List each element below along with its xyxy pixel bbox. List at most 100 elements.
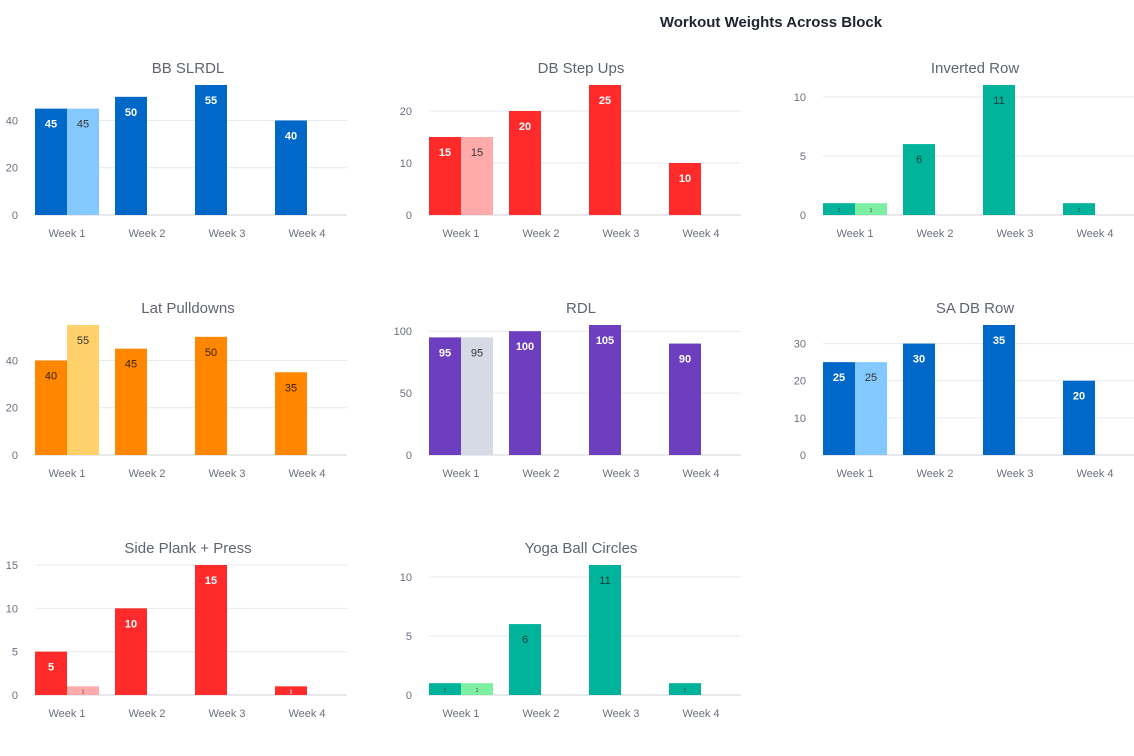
bar-week-1-s1 bbox=[823, 362, 855, 455]
x-tick-label: Week 3 bbox=[208, 228, 245, 240]
data-label: 11 bbox=[993, 95, 1004, 107]
x-tick-label: Week 1 bbox=[48, 708, 85, 720]
x-tick-label: Week 3 bbox=[208, 468, 245, 480]
x-tick-label: Week 1 bbox=[442, 468, 479, 480]
chart-title: Inverted Row bbox=[931, 60, 1020, 77]
bar-week-1-s2 bbox=[461, 337, 493, 455]
data-label: 11 bbox=[599, 575, 610, 587]
y-tick-label: 0 bbox=[800, 210, 806, 222]
data-label: 1 bbox=[838, 208, 841, 214]
bar-week-3-s1 bbox=[195, 565, 227, 695]
bar-week-1-s1 bbox=[429, 683, 461, 695]
bar-week-3-s1 bbox=[983, 325, 1015, 455]
data-label: 90 bbox=[679, 354, 691, 366]
x-tick-label: Week 1 bbox=[442, 708, 479, 720]
chart-title: RDL bbox=[566, 300, 596, 317]
chart-panel-1: BB SLRDL 0 20 40 45 45 Week 1 50 Week 2 55 Week 3 4… bbox=[6, 60, 347, 240]
x-tick-label: Week 2 bbox=[916, 228, 953, 240]
bar-week-1-s2 bbox=[855, 203, 887, 215]
x-tick-label: Week 4 bbox=[288, 228, 325, 240]
data-label: 6 bbox=[916, 154, 922, 166]
data-label: 95 bbox=[471, 347, 483, 359]
data-label: 25 bbox=[599, 95, 611, 107]
bar-week-4-s1 bbox=[275, 120, 307, 215]
y-tick-label: 5 bbox=[406, 631, 412, 643]
chart-title: Yoga Ball Circles bbox=[525, 540, 638, 557]
data-label: 1 bbox=[444, 688, 447, 694]
x-tick-label: Week 1 bbox=[442, 228, 479, 240]
y-tick-label: 0 bbox=[406, 690, 412, 702]
data-label: 10 bbox=[679, 173, 691, 185]
bar-week-1-s2 bbox=[67, 325, 99, 455]
chart-title: DB Step Ups bbox=[538, 60, 625, 77]
data-label: 15 bbox=[205, 575, 217, 587]
bar-week-2-s1 bbox=[509, 624, 541, 695]
data-label: 95 bbox=[439, 347, 451, 359]
data-label: 10 bbox=[125, 618, 137, 630]
bar-week-1-s2 bbox=[67, 686, 99, 695]
chart-panel-5: RDL 0 50 100 95 95 Week 1 100 Week 2 105 Week 3 90 W… bbox=[394, 300, 741, 480]
data-label: 45 bbox=[45, 119, 57, 131]
x-tick-label: Week 2 bbox=[128, 468, 165, 480]
x-tick-label: Week 1 bbox=[836, 468, 873, 480]
data-label: 5 bbox=[48, 662, 54, 674]
y-tick-label: 20 bbox=[400, 106, 412, 118]
y-tick-label: 100 bbox=[394, 326, 412, 338]
bar-week-1-s1 bbox=[429, 137, 461, 215]
chart-panel-6: SA DB Row 0 10 20 30 25 25 Week 1 30 Week 2 35 Week… bbox=[794, 300, 1134, 480]
bar-week-1-s2 bbox=[855, 362, 887, 455]
data-label: 55 bbox=[77, 335, 89, 347]
y-tick-label: 40 bbox=[6, 355, 18, 367]
x-tick-label: Week 4 bbox=[1076, 228, 1113, 240]
x-tick-label: Week 1 bbox=[48, 228, 85, 240]
data-label: 25 bbox=[865, 372, 877, 384]
x-tick-label: Week 2 bbox=[916, 468, 953, 480]
data-label: 1 bbox=[476, 688, 479, 694]
y-tick-label: 50 bbox=[400, 388, 412, 400]
bar-week-4-s1 bbox=[1063, 380, 1095, 455]
bar-week-2-s1 bbox=[509, 331, 541, 455]
data-label: 35 bbox=[285, 382, 297, 394]
bar-week-2-s1 bbox=[509, 111, 541, 215]
y-tick-label: 20 bbox=[794, 376, 806, 388]
chart-panel-7: Side Plank + Press 0 5 10 15 5 1 Week 1 10 Week 2… bbox=[6, 540, 347, 720]
y-tick-label: 0 bbox=[406, 450, 412, 462]
data-label: 55 bbox=[205, 95, 217, 107]
chart-title: BB SLRDL bbox=[152, 60, 225, 77]
data-label: 45 bbox=[77, 119, 89, 131]
data-label: 25 bbox=[833, 372, 845, 384]
bar-week-2-s1 bbox=[115, 96, 147, 215]
data-label: 20 bbox=[1073, 391, 1085, 403]
bar-week-3-s1 bbox=[983, 85, 1015, 215]
bar-week-1-s1 bbox=[35, 360, 67, 455]
bar-week-4-s1 bbox=[669, 343, 701, 455]
y-tick-label: 10 bbox=[6, 603, 18, 615]
y-tick-label: 0 bbox=[12, 690, 18, 702]
data-label: 100 bbox=[516, 341, 534, 353]
x-tick-label: Week 3 bbox=[602, 468, 639, 480]
bar-week-1-s2 bbox=[67, 108, 99, 215]
bar-week-4-s1 bbox=[275, 686, 307, 695]
bar-week-4-s1 bbox=[275, 372, 307, 455]
chart-panel-2: DB Step Ups 0 10 20 15 15 Week 1 20 Week 2 25 Week… bbox=[400, 60, 741, 240]
chart-panel-4: Lat Pulldowns 0 20 40 40 55 Week 1 45 Week 2 50 We… bbox=[6, 300, 347, 480]
bar-week-3-s1 bbox=[589, 565, 621, 695]
x-tick-label: Week 3 bbox=[996, 228, 1033, 240]
x-tick-label: Week 1 bbox=[48, 468, 85, 480]
x-tick-label: Week 2 bbox=[522, 708, 559, 720]
bar-week-1-s2 bbox=[461, 137, 493, 215]
chart-title: Side Plank + Press bbox=[124, 540, 251, 557]
data-label: 50 bbox=[125, 107, 137, 119]
bar-week-4-s1 bbox=[669, 683, 701, 695]
y-tick-label: 5 bbox=[800, 151, 806, 163]
data-label: 6 bbox=[522, 634, 528, 646]
x-tick-label: Week 2 bbox=[128, 228, 165, 240]
y-tick-label: 20 bbox=[6, 403, 18, 415]
y-tick-label: 0 bbox=[406, 210, 412, 222]
bar-week-3-s1 bbox=[195, 336, 227, 455]
y-tick-label: 30 bbox=[794, 339, 806, 351]
x-tick-label: Week 3 bbox=[996, 468, 1033, 480]
